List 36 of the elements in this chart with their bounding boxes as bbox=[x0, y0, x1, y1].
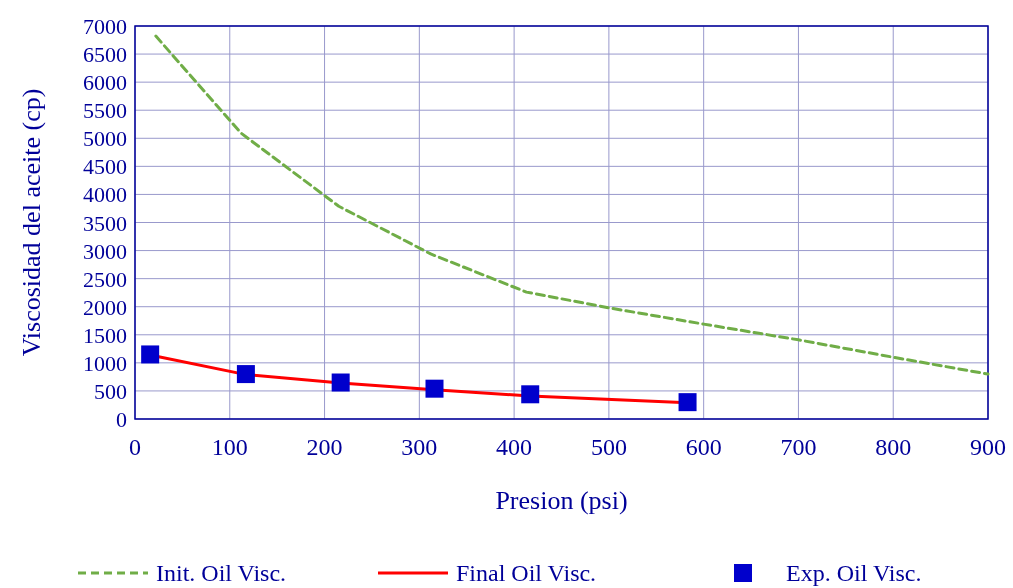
y-tick-label: 0 bbox=[116, 407, 127, 432]
x-tick-label: 700 bbox=[780, 434, 817, 460]
x-tick-label: 100 bbox=[211, 434, 248, 460]
x-tick-label: 800 bbox=[875, 434, 912, 460]
x-tick-label: 600 bbox=[685, 434, 722, 460]
point bbox=[141, 345, 160, 364]
x-axis-title: Presion (psi) bbox=[495, 486, 628, 515]
legend-label: Final Oil Visc. bbox=[456, 560, 597, 586]
y-tick-label: 1000 bbox=[83, 350, 127, 376]
y-tick-label: 4500 bbox=[83, 154, 127, 180]
legend-label: Exp. Oil Visc. bbox=[786, 560, 922, 586]
y-tick-label: 3500 bbox=[83, 210, 127, 236]
line-series bbox=[154, 34, 990, 376]
x-tick-label: 200 bbox=[306, 434, 343, 460]
y-tick-label: 5000 bbox=[83, 126, 127, 152]
y-axis-title: Viscosidad del aceite (cp) bbox=[17, 88, 46, 357]
y-tick-label: 7000 bbox=[83, 14, 127, 39]
y-tick-label: 6000 bbox=[83, 70, 127, 96]
y-tick-label: 5500 bbox=[83, 98, 127, 124]
y-tick-label: 500 bbox=[94, 378, 127, 404]
y-tick-label: 1500 bbox=[83, 322, 127, 348]
point bbox=[425, 379, 444, 398]
x-tick-label: 500 bbox=[590, 434, 627, 460]
point bbox=[236, 365, 255, 384]
x-tick-label: 300 bbox=[401, 434, 438, 460]
x-tick-label: 900 bbox=[970, 434, 1006, 460]
point bbox=[678, 393, 697, 412]
point bbox=[521, 385, 540, 404]
x-tick-label: 400 bbox=[496, 434, 533, 460]
y-tick-label: 3000 bbox=[83, 238, 127, 264]
y-tick-label: 2500 bbox=[83, 266, 127, 292]
point bbox=[331, 373, 350, 392]
y-tick-label: 6500 bbox=[83, 42, 127, 68]
y-tick-label: 2000 bbox=[83, 294, 127, 320]
y-tick-label: 4000 bbox=[83, 182, 127, 208]
legend-label: Init. Oil Visc. bbox=[156, 560, 287, 586]
